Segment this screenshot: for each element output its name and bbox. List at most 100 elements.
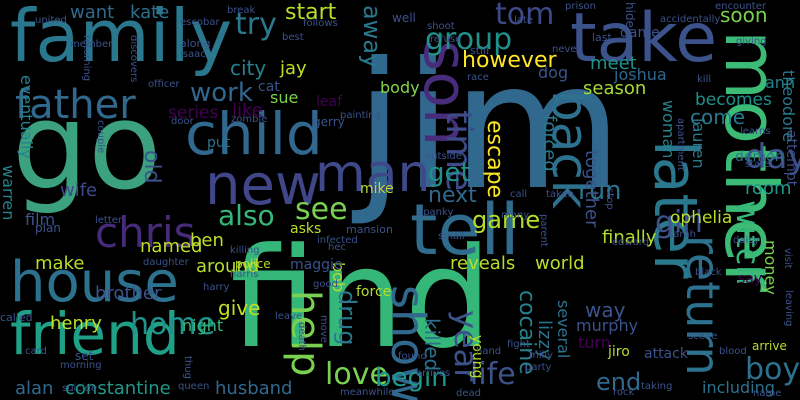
cloud-word: united	[35, 15, 67, 26]
cloud-word: season	[583, 78, 647, 99]
cloud-word: leaving	[783, 290, 794, 327]
cloud-word: milly	[529, 350, 553, 361]
cloud-word: forced	[539, 115, 560, 172]
cloud-word: rock	[613, 387, 635, 398]
cloud-word: jiro	[608, 344, 630, 360]
cloud-word: drug	[333, 290, 361, 346]
cloud-word: leaf	[316, 94, 343, 110]
cloud-word: return	[676, 235, 730, 376]
cloud-word: ann	[765, 73, 796, 92]
cloud-word: soon	[720, 3, 768, 27]
cloud-word: begin	[375, 363, 448, 393]
cloud-word: end	[596, 368, 642, 396]
cloud-word: help	[282, 290, 328, 377]
cloud-word: body	[380, 78, 420, 97]
cloud-word: game	[620, 25, 660, 41]
cloud-word: daughter	[143, 257, 189, 268]
cloud-word: plan	[35, 221, 61, 235]
cloud-word: lizzy	[534, 320, 555, 360]
cloud-word: named	[140, 236, 203, 257]
cloud-word: away	[358, 5, 386, 69]
cloud-word: member	[70, 39, 113, 50]
cloud-word: woman	[659, 100, 678, 159]
cloud-word: young	[469, 335, 485, 379]
cloud-word: couple	[95, 120, 106, 154]
cloud-word: morning	[60, 360, 102, 371]
cloud-word: back	[541, 90, 599, 209]
cloud-word: film	[25, 210, 56, 229]
cloud-word: turn	[578, 333, 611, 352]
cloud-word: follows	[303, 18, 338, 29]
cloud-word: friend	[10, 300, 180, 368]
cloud-word: cocaine	[514, 290, 539, 375]
cloud-word: along	[180, 37, 211, 50]
cloud-word: attack	[644, 346, 688, 362]
cloud-word: mother	[709, 30, 793, 292]
cloud-word: get	[428, 158, 471, 188]
cloud-word: arrive	[752, 339, 787, 353]
cloud-word: sarah	[668, 229, 696, 240]
cloud-word: small	[438, 231, 465, 242]
cloud-word: later	[640, 140, 710, 279]
cloud-word: time	[438, 110, 479, 192]
cloud-word: come	[690, 105, 746, 129]
cloud-word: finally	[602, 227, 657, 248]
cloud-word: becomes	[695, 90, 772, 110]
cloud-word: give	[218, 296, 261, 320]
cloud-word: theodore	[779, 70, 798, 143]
cloud-word: arrives	[416, 368, 451, 379]
cloud-word: blood	[719, 346, 747, 357]
cloud-word: show	[381, 285, 435, 400]
cloud-word: shoot	[427, 21, 455, 32]
cloud-word: giving	[736, 36, 767, 47]
cloud-word: love	[325, 357, 388, 392]
cloud-word: called	[0, 311, 33, 324]
cloud-word: queen	[178, 381, 210, 392]
cloud-word: alan	[15, 378, 54, 399]
cloud-word: jay	[280, 58, 307, 79]
cloud-word: including	[702, 378, 775, 397]
cloud-word: scene	[688, 331, 718, 342]
cloud-word: see	[295, 192, 348, 227]
cloud-word: joshua	[614, 65, 667, 84]
cloud-word: visit	[782, 248, 793, 269]
cloud-word: asks	[290, 221, 322, 237]
cloud-word: meanwhile	[340, 387, 395, 398]
cloud-word: bob	[329, 262, 348, 293]
cloud-word: killed	[420, 318, 444, 372]
cloud-word: mike	[360, 181, 394, 197]
cloud-word: together	[581, 150, 602, 228]
cloud-word: dog	[538, 63, 569, 82]
cloud-word: hec	[328, 242, 346, 253]
cloud-word: prison	[565, 1, 596, 12]
cloud-word: attempt	[783, 130, 799, 187]
cloud-word: child	[185, 100, 323, 168]
cloud-word: reveals	[450, 253, 516, 274]
cloud-word: discovers	[128, 35, 139, 83]
cloud-word: thug	[182, 356, 193, 379]
cloud-word: girl	[655, 205, 704, 240]
cloud-word: set	[75, 349, 94, 363]
cloud-word: death	[296, 322, 307, 351]
cloud-word: try	[235, 7, 277, 42]
cloud-word: group	[425, 22, 513, 57]
cloud-word: hide	[623, 2, 637, 28]
cloud-word: money	[761, 240, 780, 295]
cloud-word: last	[592, 31, 612, 44]
cloud-word: killing	[230, 245, 260, 256]
cloud-word: taking	[641, 381, 673, 392]
cloud-word: room	[745, 178, 792, 199]
cloud-word: late	[514, 15, 533, 26]
cloud-word: meet	[590, 53, 637, 74]
cloud-word: father	[15, 82, 136, 128]
cloud-word: escobar	[180, 17, 220, 28]
cloud-word: isaac	[180, 49, 206, 60]
cloud-word: home	[130, 307, 216, 342]
cloud-word: break	[227, 5, 256, 16]
cloud-word: accidentally	[660, 14, 721, 25]
cloud-word: also	[218, 199, 275, 232]
cloud-word: ophelia	[670, 208, 733, 228]
cloud-word: still	[470, 44, 490, 57]
cloud-word: chris	[95, 208, 196, 257]
